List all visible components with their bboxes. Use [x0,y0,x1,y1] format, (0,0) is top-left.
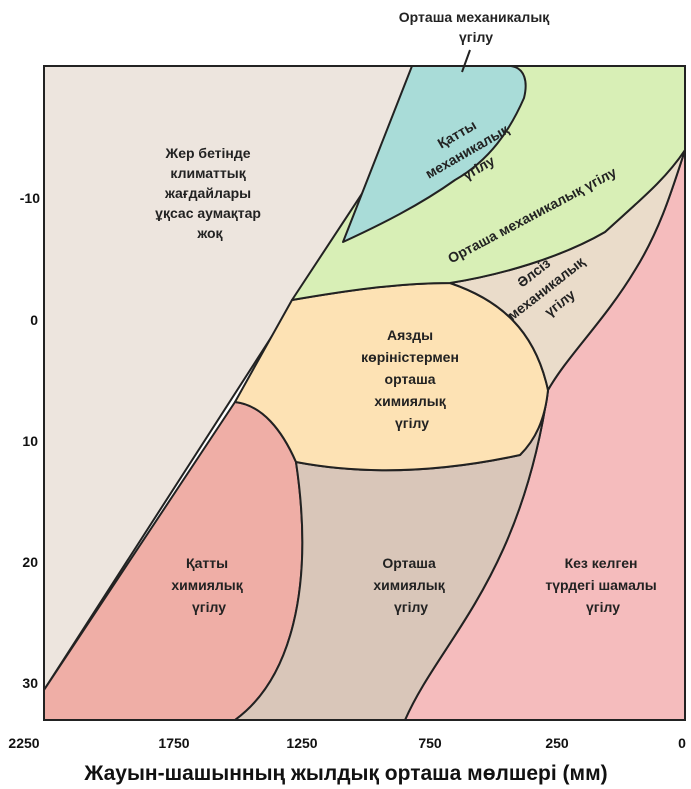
region-strong-mechanical-weathering [342,66,527,243]
label-line: Орташа [382,555,436,571]
label-frost-chemical: Аязды көріністермен орташа химиялық үгіл… [361,327,463,431]
label-line: үгілу [459,29,493,45]
label-line: Жер бетінде [165,145,251,161]
x-tick-label: 1250 [286,735,317,751]
label-line: Орташа механикалық [399,9,550,25]
label-line: химиялық [171,577,242,593]
label-line: үгілу [192,599,226,615]
label-top-moderate-mechanical: Орташа механикалық үгілу [399,9,553,45]
x-tick-label: 0 [678,735,686,751]
y-tick-label: 0 [30,312,38,328]
label-no-climate-analog: Жер бетінде климаттық жағдайлары ұқсас а… [155,145,265,241]
x-axis-title: Жауын-шашынның жылдық орташа мөлшері (мм… [83,762,607,785]
label-line: түрдегі шамалы [545,577,656,593]
y-axis: -10 0 10 20 30 [20,190,40,691]
label-line: үгілу [586,599,620,615]
x-tick-label: 2250 [8,735,39,751]
top-label-leader [461,49,471,73]
label-line: Қатты [186,555,228,571]
y-tick-label: 30 [22,675,38,691]
label-line: химиялық [374,393,445,409]
label-line: химиялық [373,577,444,593]
label-line: ұқсас аумақтар [155,205,261,221]
label-strong-chemical: Қатты химиялық үгілу [171,555,246,615]
region-moderate-mechanical-weathering [291,66,685,301]
label-line: үгілу [394,599,428,615]
label-line: жағдайлары [164,185,251,201]
y-tick-label: 10 [22,433,38,449]
y-tick-label: 20 [22,554,38,570]
label-line: климаттық [170,165,245,181]
label-line: жоқ [196,225,222,241]
label-line: Кез келген [565,555,638,571]
x-tick-label: 250 [545,735,569,751]
plot-frame [43,65,686,721]
y-tick-label: -10 [20,190,40,206]
x-axis: 2250 1750 1250 750 250 0 [8,735,686,751]
label-slight-weathering: Кез келген түрдегі шамалы үгілу [545,555,660,615]
x-tick-label: 750 [418,735,442,751]
label-line: орташа [385,371,436,387]
label-line: көріністермен [361,349,459,365]
label-line: үгілу [395,415,429,431]
label-moderate-chemical: Орташа химиялық үгілу [373,555,448,615]
x-tick-label: 1750 [158,735,189,751]
label-line: Аязды [387,327,433,343]
